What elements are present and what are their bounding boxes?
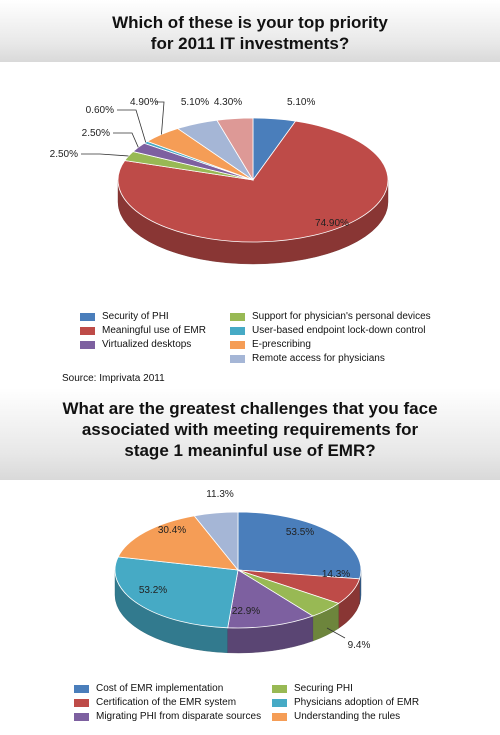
chart1-leader-5 bbox=[156, 101, 165, 135]
chart1-legend-item: Support for physician's personal devices bbox=[230, 311, 431, 322]
chart2-data-label-1: 14.3% bbox=[322, 569, 350, 580]
chart2-legend-swatch bbox=[74, 698, 89, 707]
chart2-legend-item: Securing PHI bbox=[272, 683, 353, 694]
chart1-legend-label: Remote access for physicians bbox=[252, 353, 385, 364]
chart2-legend-swatch bbox=[272, 712, 287, 721]
chart1-legend-item: Security of PHI bbox=[80, 311, 169, 322]
chart1-legend-swatch bbox=[80, 326, 95, 335]
chart2-legend-label: Cost of EMR implementation bbox=[96, 683, 224, 694]
chart1-data-label-1: 74.90% bbox=[315, 218, 349, 229]
chart2-legend-swatch bbox=[272, 698, 287, 707]
chart1-source: Source: Imprivata 2011 bbox=[62, 373, 165, 384]
chart1-data-label-4: 0.60% bbox=[86, 105, 114, 116]
chart1-data-label-2: 2.50% bbox=[50, 149, 78, 160]
chart2-legend-swatch bbox=[272, 684, 287, 693]
chart2-legend-swatch bbox=[74, 684, 89, 693]
chart1-leader-2 bbox=[81, 153, 129, 157]
chart1-legend-label: User-based endpoint lock-down control bbox=[252, 325, 426, 336]
chart1-leader-4 bbox=[117, 109, 147, 143]
chart2-legend-label: Certification of the EMR system bbox=[96, 697, 237, 708]
chart2-data-label-4: 53.2% bbox=[139, 585, 167, 596]
chart2-legend-label: Physicians adoption of EMR bbox=[294, 697, 420, 708]
chart1-data-label-0: 5.10% bbox=[287, 97, 315, 108]
chart2-data-label-2: 9.4% bbox=[348, 640, 371, 651]
chart1-data-label-3: 2.50% bbox=[82, 128, 110, 139]
chart1-legend-swatch bbox=[80, 312, 95, 321]
chart1-slice-7 bbox=[216, 117, 254, 182]
chart1-legend-label: Support for physician's personal devices bbox=[252, 311, 431, 322]
chart2-slice-0 bbox=[237, 511, 362, 580]
chart1-legend-label: Meaningful use of EMR bbox=[102, 325, 206, 336]
chart1-legend-item: Virtualized desktops bbox=[80, 339, 191, 350]
chart1-legend-swatch bbox=[80, 340, 95, 349]
chart1-legend-item: E-prescribing bbox=[230, 339, 311, 350]
chart2-legend-label: Understanding the rules bbox=[294, 711, 401, 722]
chart2-data-label-5: 30.4% bbox=[158, 525, 186, 536]
chart2-legend-item: Certification of the EMR system bbox=[74, 697, 236, 708]
chart2-legend-item: Migrating PHI from disparate sources bbox=[74, 711, 261, 722]
chart1-legend-label: Virtualized desktops bbox=[102, 339, 192, 350]
chart2-data-label-0: 53.5% bbox=[286, 527, 314, 538]
chart2-slice-5 bbox=[117, 515, 239, 571]
chart1-leader-3 bbox=[113, 132, 139, 148]
chart1-legend-swatch bbox=[230, 312, 245, 321]
chart2-legend-swatch bbox=[74, 712, 89, 721]
chart1-data-label-5: 4.90% bbox=[130, 97, 158, 108]
chart2-leader-2 bbox=[326, 627, 346, 639]
chart2-data-label-6: 11.3% bbox=[206, 489, 234, 500]
chart2-data-label-3: 22.9% bbox=[232, 606, 260, 617]
chart1-data-label-6: 5.10% bbox=[181, 97, 209, 108]
chart2-legend-label: Migrating PHI from disparate sources bbox=[96, 711, 262, 722]
chart2-slice-3 bbox=[227, 569, 314, 629]
chart2-title: What are the greatest challenges that yo… bbox=[62, 399, 438, 460]
chart1-legend-item: Meaningful use of EMR bbox=[80, 325, 206, 336]
chart1-legend-label: E-prescribing bbox=[252, 339, 311, 350]
chart1-legend-swatch bbox=[230, 340, 245, 349]
chart2-legend-item: Cost of EMR implementation bbox=[74, 683, 223, 694]
chart2-slice-4 bbox=[114, 556, 239, 629]
chart2-legend-item: Understanding the rules bbox=[272, 711, 400, 722]
chart1-legend-item: Remote access for physicians bbox=[230, 353, 385, 364]
chart2-legend-label: Securing PHI bbox=[294, 683, 353, 694]
chart2-legend-item: Physicians adoption of EMR bbox=[272, 697, 419, 708]
chart1-legend-item: User-based endpoint lock-down control bbox=[230, 325, 425, 336]
chart2-title-band bbox=[0, 388, 500, 480]
chart1-legend-swatch bbox=[230, 326, 245, 335]
chart1-slice-1 bbox=[117, 120, 389, 243]
chart1-title: Which of these is your top priority for … bbox=[112, 13, 388, 53]
chart1-title-band bbox=[0, 0, 500, 62]
chart2-slice-6 bbox=[193, 511, 239, 572]
chart1-data-label-7: 4.30% bbox=[214, 97, 242, 108]
chart1-legend-label: Security of PHI bbox=[102, 311, 169, 322]
chart1-legend-swatch bbox=[230, 354, 245, 363]
